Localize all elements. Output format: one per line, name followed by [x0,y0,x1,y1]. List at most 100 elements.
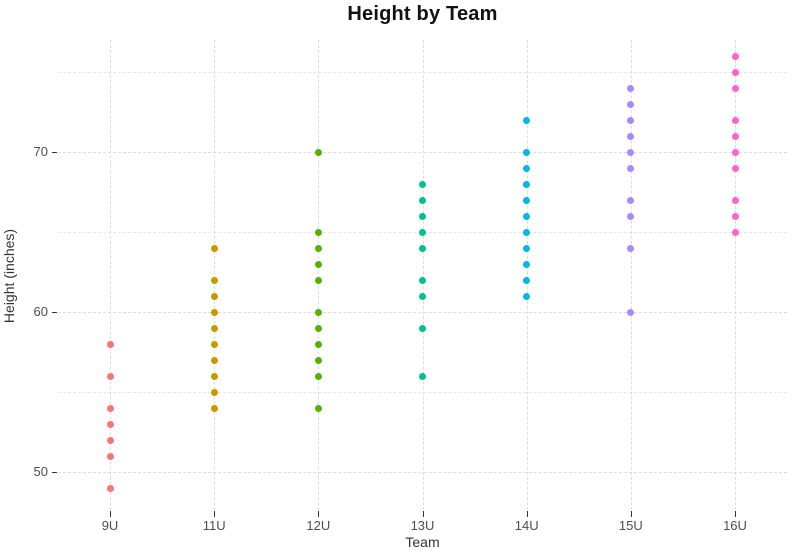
data-point-14U-61 [523,292,531,300]
data-point-16U-72 [731,116,739,124]
data-point-15U-73 [627,100,635,108]
x-tick-label: 13U [410,518,435,533]
data-point-16U-67 [731,196,739,204]
y-tick-label: 50 [33,464,48,479]
data-point-11U-58 [210,340,218,348]
data-point-12U-60 [314,308,322,316]
data-point-15U-74 [627,84,635,92]
data-point-13U-62 [419,276,426,284]
x-tick-mark [318,511,320,517]
data-point-16U-71 [731,132,739,140]
data-point-15U-72 [627,116,635,124]
data-point-12U-56 [314,372,322,380]
data-point-9U-53 [106,420,114,428]
data-point-9U-54 [106,404,114,412]
data-point-16U-69 [731,164,739,172]
y-tick-mark [52,472,57,473]
x-tick-mark [630,511,632,517]
data-point-12U-58 [314,340,322,348]
x-tick-mark [214,511,216,517]
data-point-12U-59 [314,324,322,332]
data-point-16U-65 [731,228,739,236]
data-point-14U-72 [523,116,531,124]
data-point-13U-61 [419,292,426,300]
data-point-11U-62 [210,276,218,284]
data-point-15U-67 [627,196,635,204]
data-point-12U-70 [314,148,322,156]
x-tick-mark [422,511,424,517]
x-gridline [214,40,216,510]
x-gridline [110,40,111,510]
data-point-12U-57 [314,356,322,364]
data-point-13U-66 [419,212,426,220]
data-point-9U-49 [106,484,114,492]
data-point-15U-69 [627,164,635,172]
data-point-13U-67 [419,196,426,204]
data-point-11U-64 [210,244,218,252]
data-point-12U-62 [314,276,322,284]
data-point-11U-61 [210,292,218,300]
data-point-16U-74 [731,84,739,92]
data-point-16U-70 [731,148,739,156]
data-point-13U-68 [419,180,426,188]
x-tick-label: 16U [723,518,747,533]
x-tick-label: 14U [514,518,539,533]
data-point-14U-69 [523,164,531,172]
y-tick-label: 70 [33,144,48,159]
data-point-16U-76 [731,52,739,60]
y-tick-mark [52,312,57,313]
data-point-12U-64 [314,244,322,252]
x-gridline [735,40,737,510]
data-point-11U-59 [210,324,218,332]
data-point-15U-64 [627,244,635,252]
data-point-11U-54 [210,404,218,412]
x-tick-mark [735,511,737,517]
x-gridline [318,40,320,510]
x-tick-mark [526,511,528,517]
data-point-13U-64 [419,244,426,252]
data-point-15U-66 [627,212,635,220]
x-tick-mark [110,511,111,517]
chart-title: Height by Team [347,3,498,25]
x-tick-label: 15U [618,518,643,533]
data-point-11U-57 [210,356,218,364]
data-point-14U-70 [523,148,531,156]
data-point-13U-65 [419,228,426,236]
data-point-11U-56 [210,372,218,380]
x-gridline [526,40,528,510]
data-point-14U-66 [523,212,531,220]
data-point-12U-63 [314,260,322,268]
data-point-14U-63 [523,260,531,268]
x-gridline [630,40,632,510]
data-point-9U-56 [106,372,114,380]
data-point-14U-64 [523,244,531,252]
data-point-11U-55 [210,388,218,396]
x-tick-label: 12U [306,518,331,533]
data-point-12U-54 [314,404,322,412]
data-point-9U-51 [106,452,114,460]
data-point-11U-60 [210,308,218,316]
data-point-9U-58 [106,340,114,348]
data-point-14U-68 [523,180,531,188]
y-tick-label: 60 [33,304,48,319]
data-point-14U-62 [523,276,531,284]
data-point-13U-59 [419,324,426,332]
data-point-16U-66 [731,212,739,220]
x-axis-title: Team [405,534,440,550]
data-point-15U-70 [627,148,635,156]
y-tick-mark [52,152,57,153]
data-point-15U-71 [627,132,635,140]
data-point-16U-75 [731,68,739,76]
data-point-9U-52 [106,436,114,444]
data-point-14U-65 [523,228,531,236]
x-tick-label: 11U [202,518,226,533]
y-axis-title: Height (inches) [1,228,17,324]
data-point-12U-65 [314,228,322,236]
x-gridline [422,40,424,510]
data-point-15U-60 [627,308,635,316]
data-point-14U-67 [523,196,531,204]
data-point-13U-56 [419,372,426,380]
x-tick-label: 9U [101,518,119,533]
